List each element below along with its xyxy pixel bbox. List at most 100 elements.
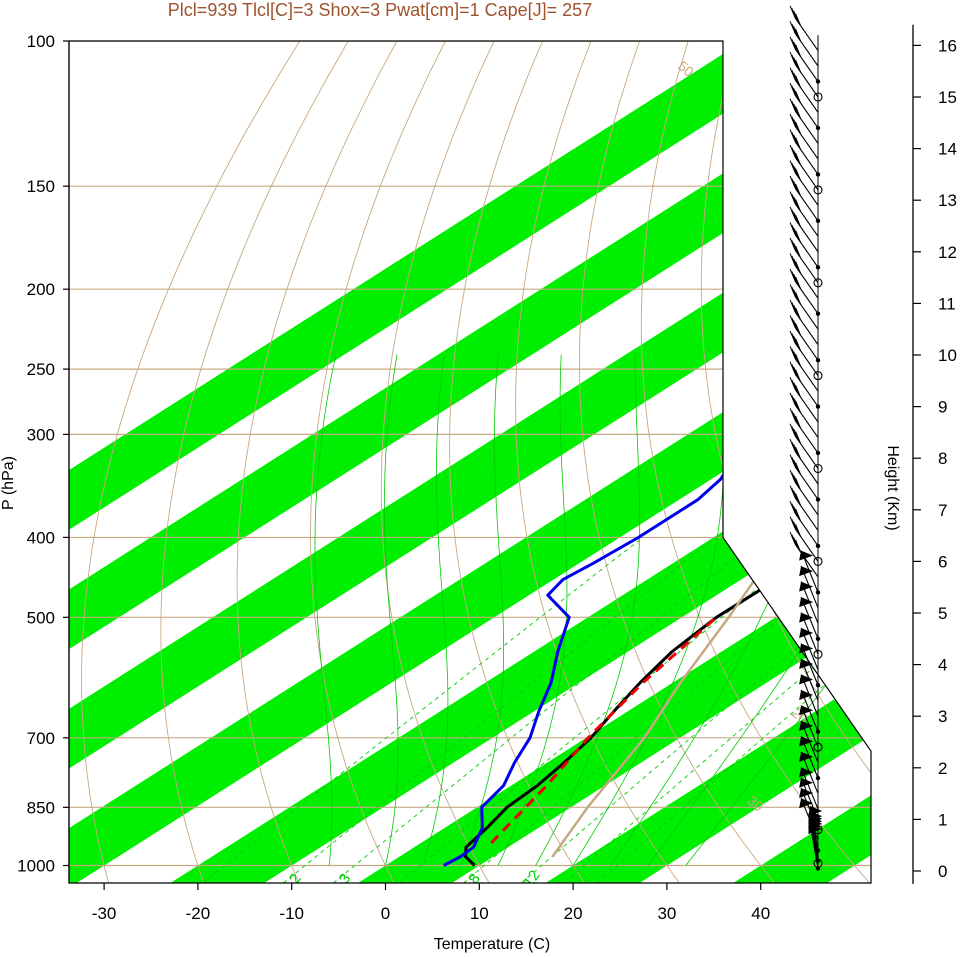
mixing-ratio-line: [202, 537, 644, 883]
wind-barb-feather: [793, 88, 800, 101]
moist-adiabat-line: [497, 354, 568, 866]
wind-barb-dot: [815, 265, 821, 270]
temperature-tick-label: -10: [279, 904, 304, 923]
wind-barb-dot: [815, 404, 821, 409]
wind-barb-dot: [815, 590, 821, 595]
wind-barb-feather: [789, 129, 796, 142]
wind-barb-feather: [789, 98, 796, 111]
wind-barb-pennant: [799, 597, 814, 608]
pressure-axis: 100 150 200 250 300 400 500 700 850 1000: [17, 32, 70, 883]
wind-barb-feather: [789, 408, 796, 421]
height-tick-label: 11: [938, 294, 956, 313]
wind-barb-feather: [795, 44, 802, 57]
pressure-tick-label: 850: [27, 798, 55, 817]
wind-barb-staff: [794, 156, 819, 191]
wind-barb-staff: [794, 481, 819, 516]
wind-barb-dot: [815, 450, 821, 456]
wind-barb-dot: [815, 218, 821, 223]
wind-barb-pennant: [799, 659, 814, 669]
wind-barb-pennant: [799, 736, 814, 747]
pressure-tick-label: 250: [27, 360, 55, 379]
wind-barb-feather: [793, 289, 800, 302]
wind-barb-dot: [815, 358, 821, 363]
wind-barb-pennant: [799, 674, 814, 685]
wind-barb-calm-circle: [813, 463, 823, 474]
wind-barb-staff: [794, 497, 819, 531]
wind-barb-feather: [795, 276, 802, 289]
wind-barb-dot: [815, 311, 821, 316]
wind-barb-staff: [794, 48, 819, 82]
wind-barb-staff: [794, 296, 819, 330]
mixing-ratio-line: [399, 537, 821, 883]
wind-barb-feather: [795, 121, 802, 135]
wind-barb-calm-circle: [813, 649, 823, 659]
wind-barb-staff: [794, 94, 819, 129]
wind-barb-dot: [815, 497, 821, 502]
wind-barb-staff: [794, 110, 819, 144]
wind-barb-feather: [793, 212, 800, 225]
wind-barb-feather: [793, 521, 800, 535]
height-tick-label: 13: [938, 191, 957, 210]
wind-barb-feather: [793, 459, 800, 473]
wind-barb-feather: [789, 485, 796, 498]
wind-barb-feather: [789, 21, 796, 34]
moist-adiabat-line: [685, 354, 871, 866]
wind-barb-feather: [793, 274, 800, 287]
wind-barb-pennant: [799, 767, 814, 778]
wind-barb-feather: [791, 147, 798, 160]
wind-barb-feather: [793, 103, 800, 117]
wind-barb-feather: [791, 379, 798, 393]
wind-barb-feather: [795, 508, 802, 522]
wind-barb-feather: [793, 444, 800, 457]
height-tick-label: 6: [938, 552, 947, 571]
wind-barb-staff: [794, 218, 819, 253]
wind-barb-feather: [789, 439, 796, 452]
wind-barb-calm-circle: [813, 825, 823, 835]
wind-barb-pennant: [799, 550, 814, 561]
wind-barb-feather: [791, 209, 798, 222]
wind-barb-staff: [794, 249, 819, 284]
temperature-tick-label: -30: [92, 904, 117, 923]
wind-barb-feather: [791, 503, 798, 516]
wind-barb-feather: [789, 299, 796, 313]
wind-barb-staff: [794, 280, 819, 315]
mixing-ratio-line: [563, 537, 871, 883]
wind-barb-staff: [794, 17, 819, 51]
wind-barb-staff: [794, 450, 819, 485]
wind-barb-feather: [791, 519, 798, 532]
wind-barb-dot: [815, 636, 821, 641]
height-tick-label: 14: [938, 140, 957, 159]
wind-barb-feather: [791, 395, 798, 408]
wind-barb-staff: [794, 435, 819, 469]
wind-barb-feather: [789, 361, 796, 374]
wind-barb-feather: [793, 382, 800, 395]
wind-barb-feather: [793, 258, 800, 271]
wind-barb-staff: [794, 63, 819, 98]
wind-barb-feather: [789, 470, 796, 483]
wind-barb-staff: [794, 203, 819, 237]
wind-barb-feather: [793, 413, 800, 426]
wind-barb-feather: [791, 333, 798, 346]
wind-barb-feather: [793, 243, 800, 256]
wind-barb-staff: [794, 528, 819, 562]
wind-barb-feather: [795, 183, 802, 197]
wind-barb-feather: [789, 284, 796, 297]
chart-title: Plcl=939 Tlcl[C]=3 Shox=3 Pwat[cm]=1 Cap…: [168, 0, 592, 20]
wind-barb-dot: [815, 775, 821, 781]
wind-barb-staff: [794, 419, 819, 454]
temperature-tick-label: 20: [564, 904, 583, 923]
height-tick-label: 8: [938, 449, 947, 468]
wind-barb-staff: [794, 187, 819, 222]
dry-adiabat-label: 100: [918, 55, 946, 82]
height-tick-label: 15: [938, 88, 957, 107]
wind-barb-pennant: [799, 628, 814, 638]
wind-barb-feather: [795, 493, 802, 506]
wind-barb-feather: [793, 227, 800, 240]
wind-barb-feather: [793, 72, 800, 86]
wind-barb-staff: [794, 125, 819, 160]
wind-barb-feather: [795, 338, 802, 351]
dry-adiabat-line: [449, 41, 585, 883]
wind-barb-feather: [789, 222, 796, 235]
